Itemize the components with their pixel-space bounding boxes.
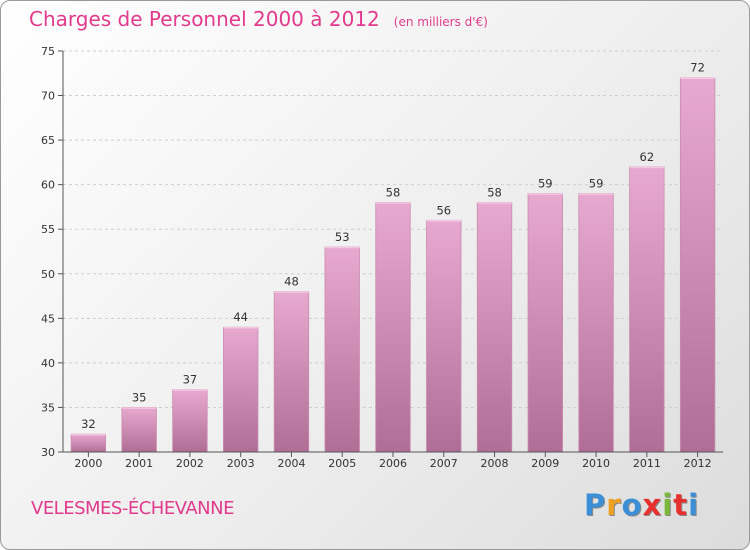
bars: 32 35 37 44 48 53 58 56 58 59 59 62 72 [70,61,716,453]
x-tick-label: 2003 [227,457,255,470]
bar-value-label: 59 [538,177,553,191]
bar [172,389,208,453]
bar-value-label: 59 [589,177,604,191]
bar-value-label: 32 [81,417,96,431]
chart-subtitle: (en milliers d'€) [393,15,488,29]
bar-value-label: 37 [183,373,198,387]
bar-value-label: 44 [233,310,248,324]
bar-value-label: 35 [132,390,147,404]
y-tick-label: 30 [41,446,55,459]
logo-letter: r [606,488,622,522]
bar [121,407,157,453]
y-tick-label: 35 [41,401,55,414]
x-tick-label: 2002 [176,457,204,470]
commune-name: VELESMES-ÉCHEVANNE [31,498,234,519]
x-tick-label: 2007 [430,457,458,470]
bar [223,326,259,453]
bar [527,193,563,453]
bar-value-label: 62 [640,150,655,164]
x-tick-label: 2006 [379,457,407,470]
bar-value-label: 58 [487,185,502,199]
bar-value-label: 48 [284,275,299,289]
y-tick-label: 60 [41,179,55,192]
x-tick-label: 2012 [684,457,712,470]
bar-value-label: 56 [436,203,451,217]
bar [629,166,665,453]
logo-letter: P [584,488,607,522]
bar [578,193,614,453]
proxiti-logo[interactable]: Proxiti [584,488,699,522]
y-tick-label: 55 [41,223,55,236]
x-tick-label: 2000 [74,457,102,470]
axes: 30 35 40 45 50 55 60 65 70 75 2000 2001 2002 2003 2004… [41,45,723,470]
chart-title-text: Charges de Personnel 2000 à 2012 [29,7,380,31]
bar [375,202,411,453]
bar [324,246,360,453]
x-tick-label: 2009 [531,457,559,470]
bar [476,202,513,453]
x-tick-label: 2008 [481,457,509,470]
logo-letter: i [688,488,700,522]
y-tick-label: 50 [41,268,55,281]
chart-title: Charges de Personnel 2000 à 2012 (en mill… [29,7,488,31]
logo-letter: i [662,488,674,522]
x-tick-label: 2004 [277,457,305,470]
bar [426,219,462,453]
bar-value-label: 53 [335,230,350,244]
x-tick-label: 2011 [633,457,661,470]
bar [70,433,107,453]
x-tick-label: 2010 [582,457,610,470]
bar-value-label: 72 [690,61,705,75]
logo-letter: o [621,488,643,522]
y-tick-label: 65 [41,134,55,147]
logo-letter: t [673,488,689,522]
bar [679,77,716,453]
y-tick-label: 75 [41,45,55,58]
y-tick-label: 45 [41,312,55,325]
x-tick-label: 2005 [328,457,356,470]
y-tick-label: 40 [41,357,55,370]
x-tick-label: 2001 [125,457,153,470]
logo-letter: x [642,488,663,522]
y-tick-label: 70 [41,90,55,103]
bar [273,291,310,453]
bar-value-label: 58 [386,185,401,199]
